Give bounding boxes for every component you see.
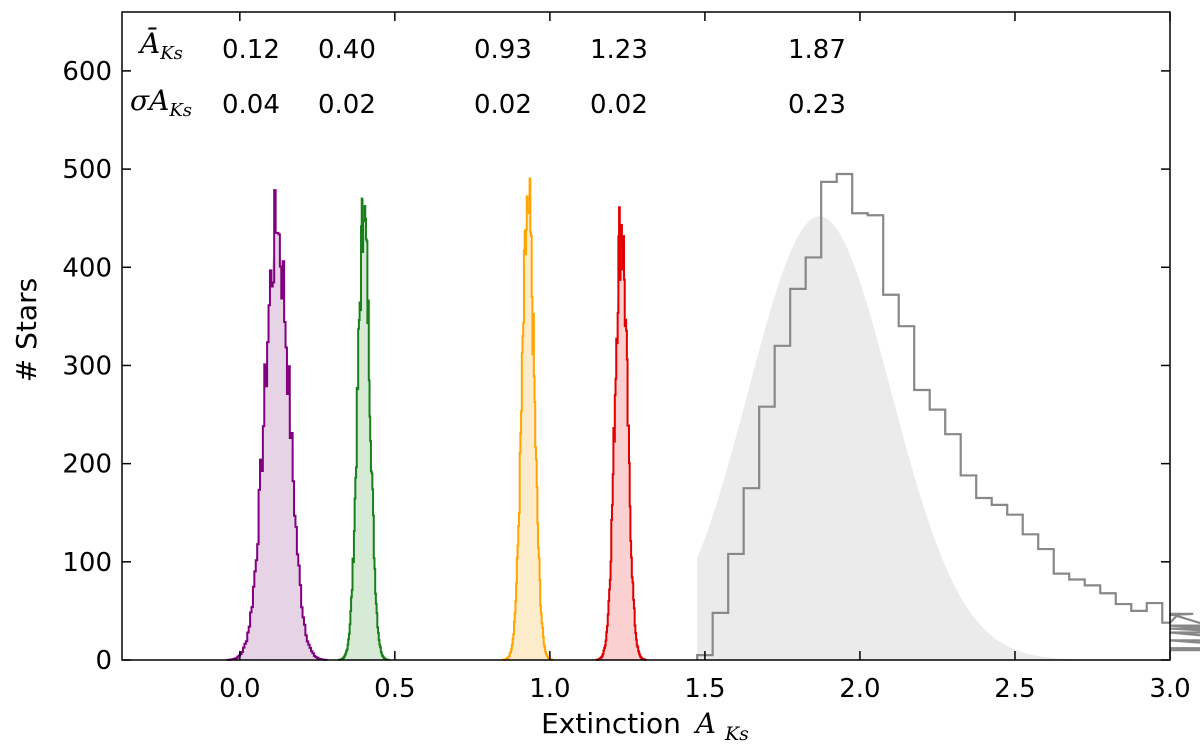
mean-value: 0.93 bbox=[474, 35, 532, 65]
y-axis-label: # Stars bbox=[10, 278, 43, 382]
histogram-layer bbox=[226, 172, 1200, 661]
sigma-value: 0.02 bbox=[590, 90, 648, 120]
x-tick-label: 3.0 bbox=[1149, 674, 1190, 704]
x-tick-label: 2.0 bbox=[839, 674, 880, 704]
sigma-value: 0.04 bbox=[222, 90, 280, 120]
series-4-fill bbox=[596, 225, 646, 661]
x-tick-label: 2.5 bbox=[994, 674, 1035, 704]
series-3-fill bbox=[503, 211, 553, 660]
series-3-histogram bbox=[502, 177, 554, 661]
series-2-histogram bbox=[338, 197, 390, 661]
mean-value: 1.87 bbox=[788, 35, 846, 65]
y-tick-label: 100 bbox=[62, 548, 112, 578]
annotation-table: ĀKs σAKs 0.12 0.40 0.93 1.23 1.87 0.04 0.02 0.02 0… bbox=[130, 27, 846, 121]
x-axis-label: Extinction A Ks bbox=[541, 707, 749, 745]
mean-value: 0.40 bbox=[318, 35, 376, 65]
wide-component-histogram bbox=[696, 172, 1200, 660]
series-1-histogram bbox=[226, 189, 328, 661]
y-tick-label: 500 bbox=[62, 155, 112, 185]
wide-component-fill bbox=[697, 216, 1170, 660]
sigma-row-label: σAKs bbox=[130, 84, 192, 121]
series-2-fill bbox=[339, 221, 389, 660]
fill-layer bbox=[227, 211, 1170, 661]
x-tick-label: 0.0 bbox=[219, 674, 260, 704]
x-tick-label: 0.5 bbox=[374, 674, 415, 704]
x-axis-label-subscript: Ks bbox=[724, 723, 749, 745]
sigma-value: 0.02 bbox=[318, 90, 376, 120]
series-4-histogram bbox=[595, 206, 647, 661]
x-axis-label-symbol: A bbox=[693, 707, 716, 740]
y-tick-label: 600 bbox=[62, 57, 112, 87]
plot-frame bbox=[121, 11, 1171, 661]
mean-value: 0.12 bbox=[222, 35, 280, 65]
x-axis-label-text: Extinction bbox=[541, 707, 681, 740]
y-tick-label: 0 bbox=[95, 646, 112, 676]
tick-layer: 0.0 0.5 1.0 1.5 2.0 2.5 3.0 0 100 200 300 400 500 600 bbox=[62, 12, 1191, 704]
sigma-value: 0.23 bbox=[788, 90, 846, 120]
x-tick-label: 1.0 bbox=[529, 674, 570, 704]
mean-value: 1.23 bbox=[590, 35, 648, 65]
y-tick-label: 200 bbox=[62, 450, 112, 480]
x-tick-label: 1.5 bbox=[684, 674, 725, 704]
series-1-fill bbox=[227, 232, 327, 660]
y-tick-label: 400 bbox=[62, 253, 112, 283]
y-tick-label: 300 bbox=[62, 351, 112, 381]
sigma-value: 0.02 bbox=[474, 90, 532, 120]
mean-row-label: ĀKs bbox=[137, 27, 183, 64]
